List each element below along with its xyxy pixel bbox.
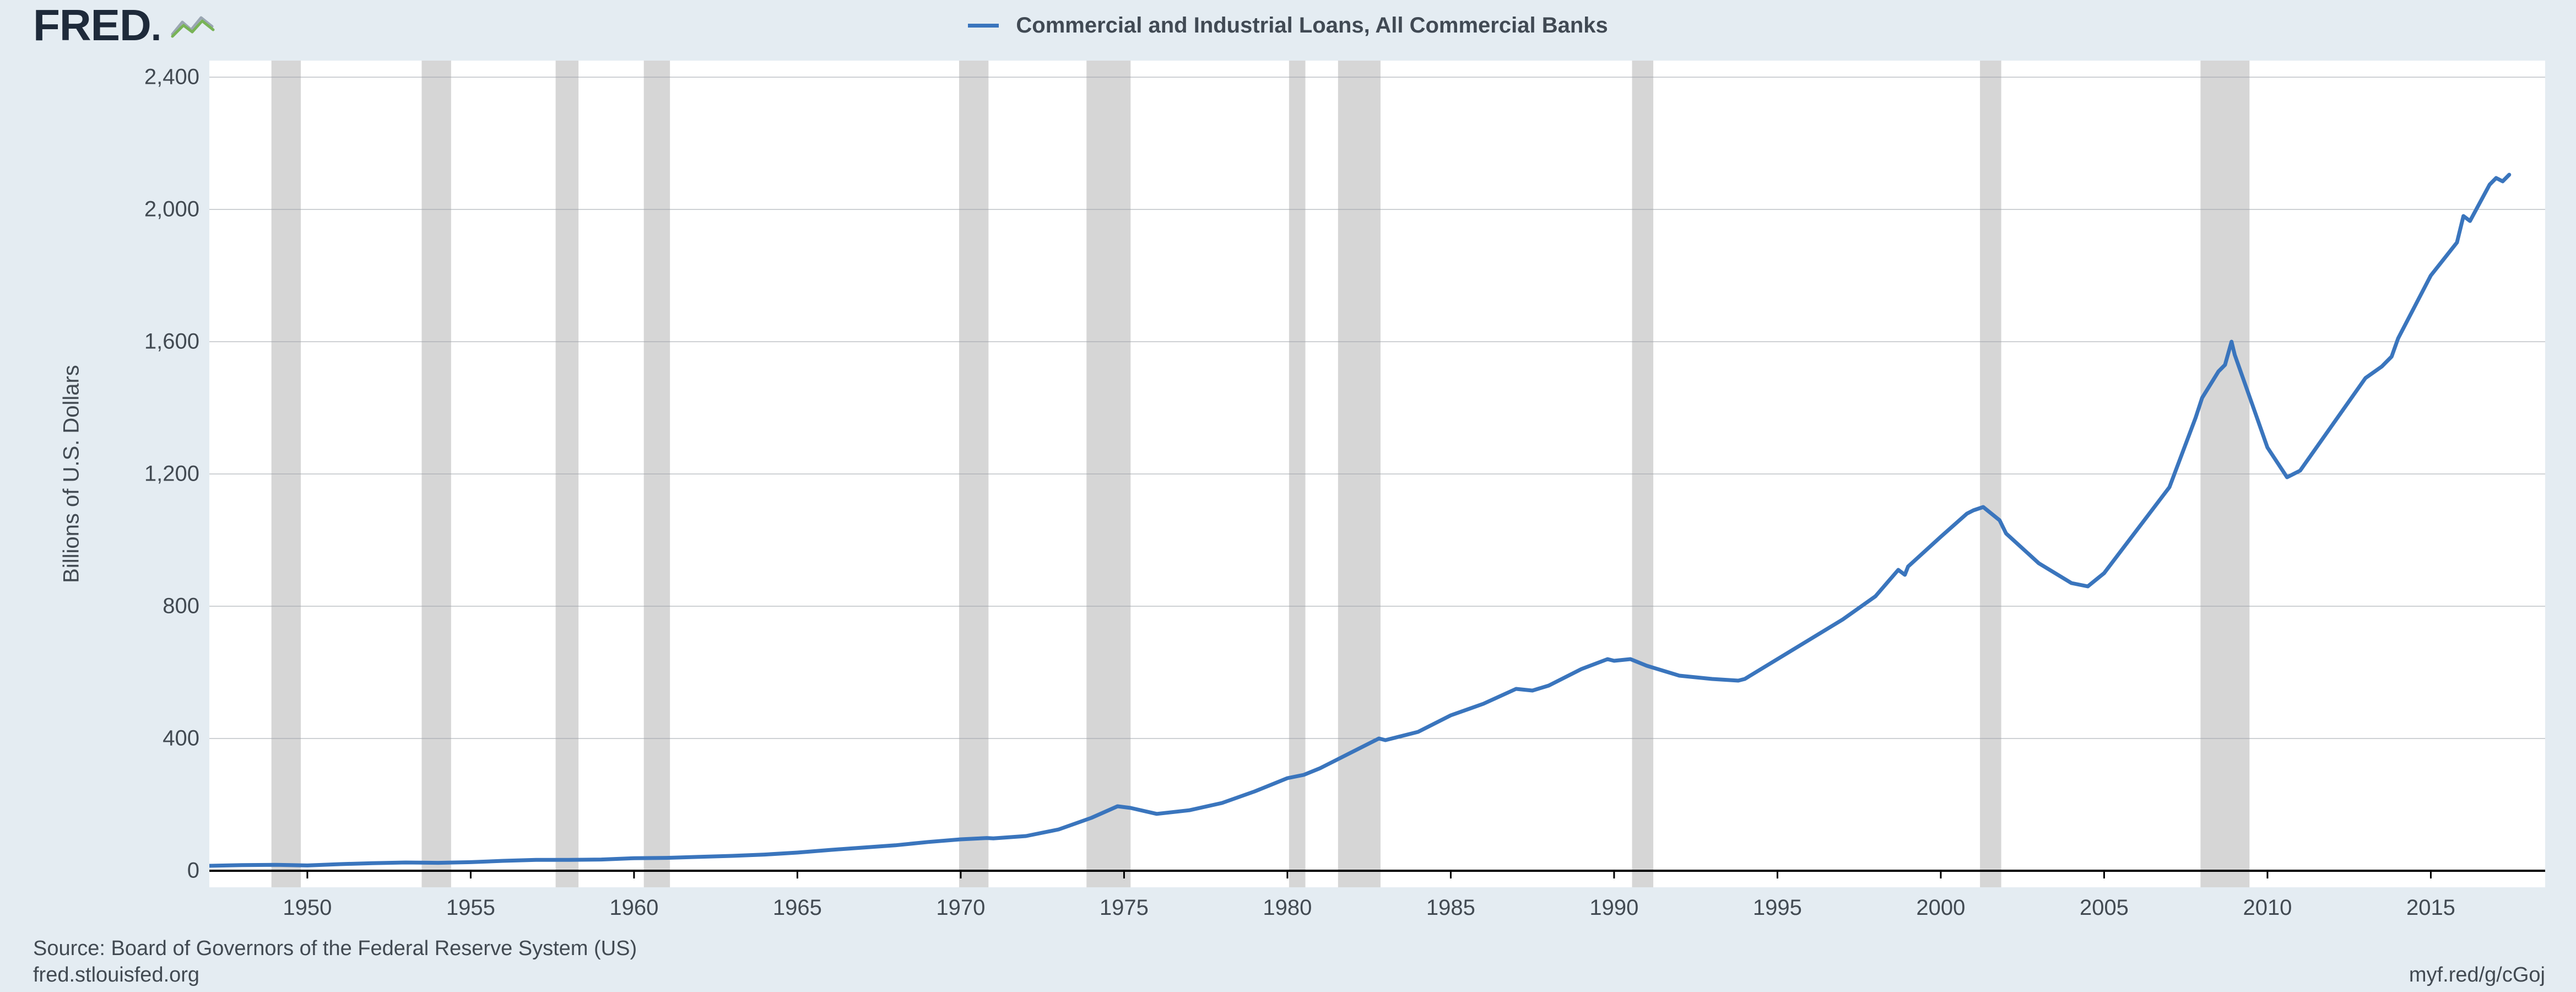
- x-tick-label: 1975: [1100, 896, 1149, 920]
- x-tick-label: 1980: [1263, 896, 1312, 920]
- x-tick-label: 2000: [1916, 896, 1965, 920]
- y-tick-label: 2,400: [144, 65, 199, 90]
- y-tick-label: 0: [187, 859, 199, 883]
- x-tick-label: 1965: [773, 896, 822, 920]
- x-tick-label: 1985: [1426, 896, 1475, 920]
- x-tick-label: 1960: [609, 896, 658, 920]
- y-axis-title: Billions of U.S. Dollars: [59, 365, 84, 583]
- y-tick-label: 2,000: [144, 197, 199, 222]
- x-tick-label: 1990: [1589, 896, 1638, 920]
- x-tick-label: 1950: [283, 896, 332, 920]
- x-tick-label: 2010: [2243, 896, 2292, 920]
- chart-legend: Commercial and Industrial Loans, All Com…: [0, 12, 2576, 38]
- y-tick-label: 1,600: [144, 330, 199, 354]
- x-tick-label: 2015: [2406, 896, 2455, 920]
- chart-svg: [209, 61, 2545, 887]
- x-tick-label: 1955: [446, 896, 495, 920]
- y-tick-label: 1,200: [144, 462, 199, 487]
- x-tick-label: 1970: [936, 896, 985, 920]
- x-tick-label: 2005: [2080, 896, 2129, 920]
- chart-plot-area: [209, 61, 2545, 887]
- y-tick-label: 800: [163, 594, 199, 619]
- site-text: fred.stlouisfed.org: [33, 963, 199, 987]
- source-text: Source: Board of Governors of the Federa…: [33, 937, 637, 961]
- shortlink-text: myf.red/g/cGoj: [2409, 963, 2545, 987]
- y-tick-label: 400: [163, 726, 199, 751]
- x-tick-label: 1995: [1753, 896, 1802, 920]
- legend-swatch: [968, 24, 999, 28]
- legend-label: Commercial and Industrial Loans, All Com…: [1016, 13, 1608, 37]
